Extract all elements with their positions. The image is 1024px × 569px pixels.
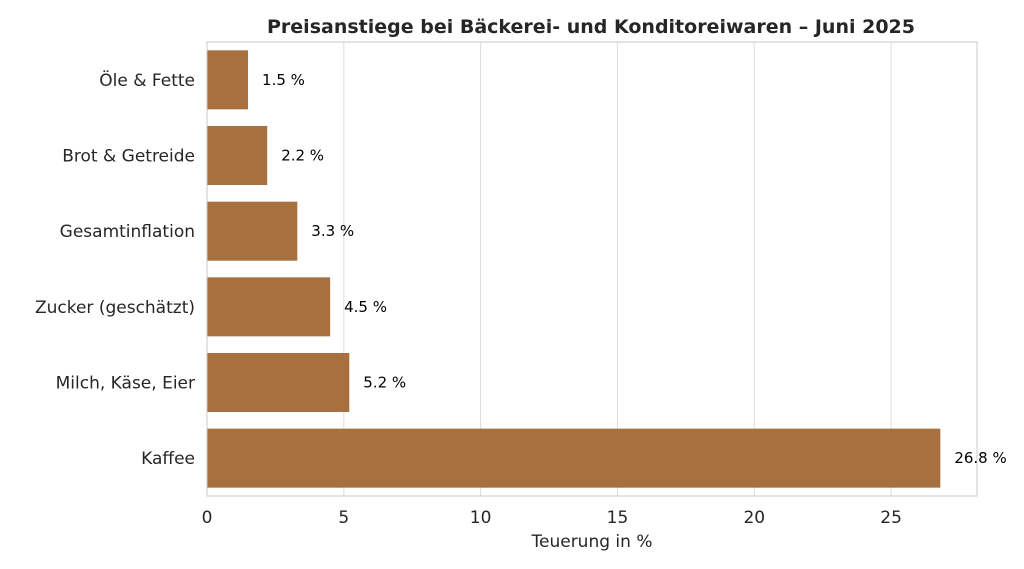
category-label: Brot & Getreide (62, 147, 195, 167)
x-tick-layer: 0 5 10 15 20 25 (202, 508, 902, 528)
chart-title: Preisanstiege bei Bäckerei- und Konditor… (267, 16, 915, 38)
x-tick-label: 25 (880, 508, 902, 528)
x-tick-label: 20 (743, 508, 765, 528)
x-tick-label: 10 (470, 508, 492, 528)
x-tick-label: 5 (338, 508, 349, 528)
grid-layer (343, 42, 892, 496)
x-tick-label: 15 (607, 508, 629, 528)
bar (207, 50, 249, 110)
category-label: Zucker (geschätzt) (35, 298, 195, 318)
bar (207, 201, 298, 261)
category-label: Milch, Käse, Eier (56, 374, 195, 394)
category-label: Kaffee (141, 449, 195, 469)
category-label-layer: Öle & Fette Brot & Getreide Gesamtinflatio… (35, 69, 195, 469)
category-label: Gesamtinflation (60, 222, 195, 242)
bar-value-label: 5.2 % (363, 374, 406, 392)
bar-value-label: 2.2 % (281, 147, 324, 165)
x-tick-label: 0 (202, 508, 213, 528)
bar-value-label: 3.3 % (311, 222, 354, 240)
bar (207, 125, 268, 186)
label-layer: 1.5 % 2.2 % 3.3 % 4.5 % 5.2 % 26.8 % (262, 71, 1007, 467)
bar-value-label: 4.5 % (344, 298, 387, 316)
bar (207, 352, 350, 413)
bar (207, 428, 941, 488)
x-axis-label: Teuerung in % (531, 532, 653, 552)
category-label: Öle & Fette (99, 69, 195, 91)
bar-layer (207, 50, 941, 488)
bar-value-label: 26.8 % (954, 449, 1006, 467)
bar-value-label: 1.5 % (262, 71, 305, 89)
bar (207, 277, 331, 337)
plot-frame (206, 41, 978, 497)
